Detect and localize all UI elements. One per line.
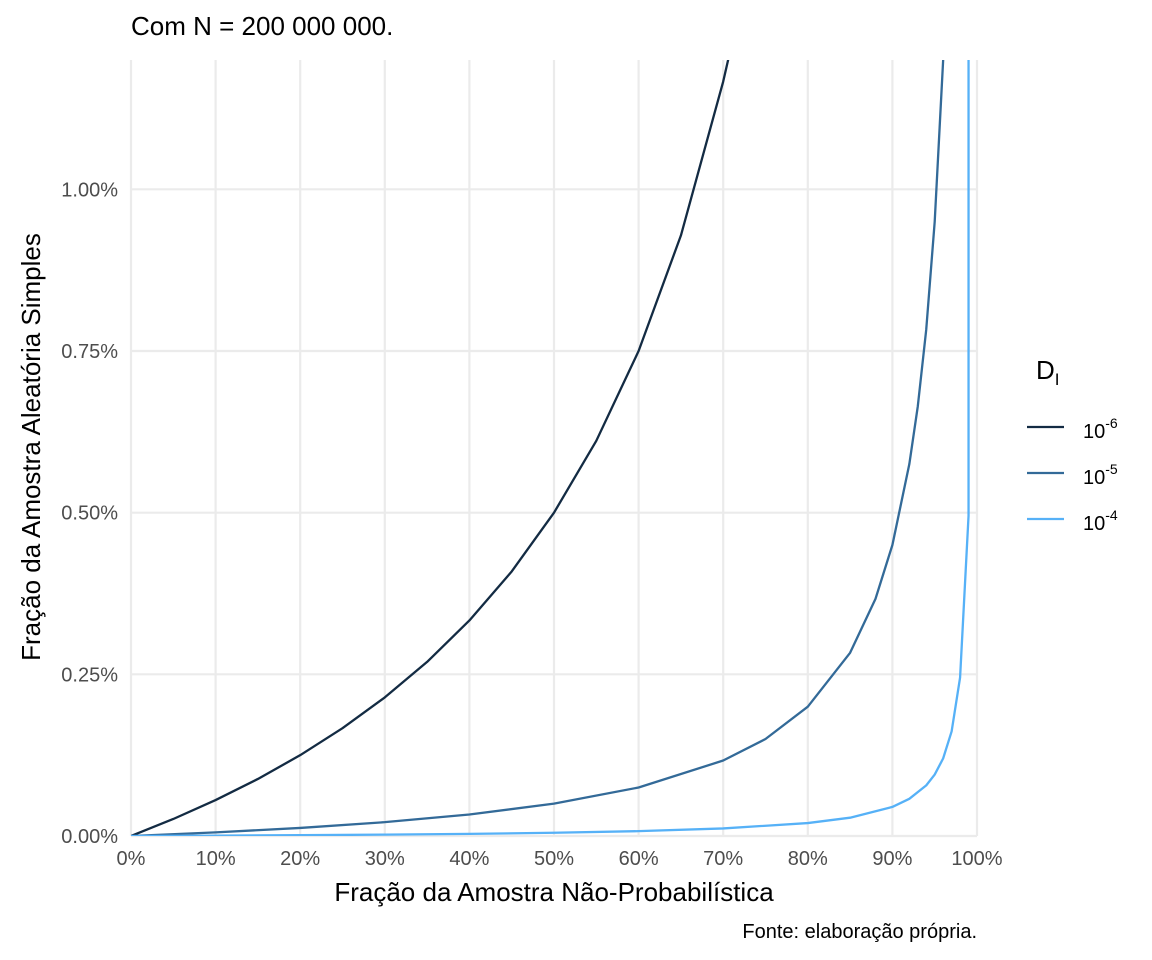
x-axis-ticks: 0% 10% 20% 30% 40% 50% 60% 70% 80% 90% 100% — [117, 848, 1003, 870]
y-axis-ticks: 0.00% 0.25% 0.50% 0.75% 1.00% — [61, 179, 118, 848]
legend: DI 10-610-510-4 — [1027, 355, 1118, 535]
y-tick-label: 0.50% — [61, 503, 118, 525]
x-tick-label: 60% — [619, 848, 659, 870]
x-tick-label: 50% — [534, 848, 574, 870]
legend-title-main: D — [1036, 355, 1055, 385]
chart-title: Com N = 200 000 000. — [131, 11, 393, 41]
x-tick-label: 20% — [280, 848, 320, 870]
series-layer — [131, 60, 970, 836]
series-line-2 — [131, 60, 945, 836]
y-tick-label: 0.00% — [61, 826, 118, 848]
legend-label-base: 10 — [1083, 513, 1105, 535]
legend-item: 10-4 — [1027, 507, 1118, 535]
legend-item: 10-6 — [1027, 415, 1118, 443]
x-tick-label: 90% — [872, 848, 912, 870]
legend-title-sub: I — [1055, 370, 1060, 389]
x-tick-label: 0% — [117, 848, 146, 870]
grid — [129, 60, 979, 838]
y-tick-label: 0.75% — [61, 341, 118, 363]
legend-label-exponent: -6 — [1105, 415, 1118, 431]
legend-title: DI — [1036, 355, 1060, 389]
legend-items: 10-610-510-4 — [1027, 415, 1118, 535]
legend-label: 10-6 — [1083, 415, 1118, 443]
legend-item: 10-5 — [1027, 461, 1118, 489]
x-tick-label: 80% — [788, 848, 828, 870]
caption: Fonte: elaboração própria. — [742, 921, 977, 943]
x-tick-label: 30% — [365, 848, 405, 870]
legend-label-base: 10 — [1083, 467, 1105, 489]
y-tick-label: 1.00% — [61, 179, 118, 201]
x-axis-title: Fração da Amostra Não-Probabilística — [334, 877, 774, 907]
x-tick-label: 10% — [196, 848, 236, 870]
legend-label-exponent: -4 — [1105, 507, 1118, 523]
series-line-1 — [131, 60, 730, 836]
x-tick-label: 100% — [951, 848, 1002, 870]
legend-label-exponent: -5 — [1105, 461, 1118, 477]
y-axis-title: Fração da Amostra Aleatória Simples — [16, 233, 46, 661]
x-tick-label: 40% — [449, 848, 489, 870]
series-line-3 — [131, 60, 970, 836]
x-tick-label: 70% — [703, 848, 743, 870]
legend-label-base: 10 — [1083, 421, 1105, 443]
y-tick-label: 0.25% — [61, 664, 118, 686]
legend-label: 10-4 — [1083, 507, 1118, 535]
legend-label: 10-5 — [1083, 461, 1118, 489]
